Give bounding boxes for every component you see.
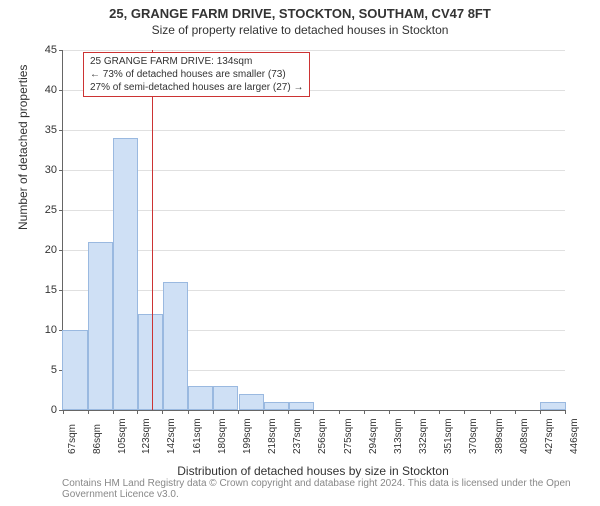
ytick-label: 10 — [27, 325, 57, 336]
xtick-label: 180sqm — [217, 418, 228, 454]
xtick-mark — [63, 410, 64, 414]
ytick-label: 35 — [27, 125, 57, 136]
xtick-mark — [540, 410, 541, 414]
histogram-bar — [213, 386, 238, 410]
xtick-mark — [162, 410, 163, 414]
ytick-mark — [59, 50, 63, 51]
histogram-bar — [138, 314, 163, 410]
xtick-label: 313sqm — [393, 418, 404, 454]
histogram-bar — [239, 394, 264, 410]
xtick-label: 105sqm — [117, 418, 128, 454]
ytick-mark — [59, 210, 63, 211]
xtick-mark — [439, 410, 440, 414]
ytick-label: 5 — [27, 365, 57, 376]
histogram-bar — [62, 330, 87, 410]
xtick-mark — [213, 410, 214, 414]
ytick-mark — [59, 250, 63, 251]
histogram-bar — [540, 402, 565, 410]
ytick-label: 15 — [27, 285, 57, 296]
xtick-label: 427sqm — [544, 418, 555, 454]
gridline — [63, 250, 565, 251]
xtick-label: 218sqm — [267, 418, 278, 454]
annotation-line: ← 73% of detached houses are smaller (73… — [90, 68, 303, 81]
annotation-line: 25 GRANGE FARM DRIVE: 134sqm — [90, 55, 303, 68]
xtick-label: 275sqm — [343, 418, 354, 454]
xtick-label: 123sqm — [141, 418, 152, 454]
xtick-mark — [88, 410, 89, 414]
histogram-bar — [113, 138, 138, 410]
xtick-mark — [288, 410, 289, 414]
annotation-box: 25 GRANGE FARM DRIVE: 134sqm← 73% of det… — [83, 52, 310, 97]
xtick-label: 142sqm — [166, 418, 177, 454]
xtick-mark — [565, 410, 566, 414]
gridline — [63, 170, 565, 171]
xtick-mark — [414, 410, 415, 414]
xtick-label: 161sqm — [192, 418, 203, 454]
xtick-label: 351sqm — [443, 418, 454, 454]
xtick-mark — [137, 410, 138, 414]
xtick-mark — [389, 410, 390, 414]
ytick-label: 45 — [27, 45, 57, 56]
histogram-bar — [264, 402, 289, 410]
xtick-mark — [113, 410, 114, 414]
xtick-mark — [238, 410, 239, 414]
xtick-label: 86sqm — [92, 424, 103, 454]
ytick-mark — [59, 130, 63, 131]
xtick-label: 67sqm — [67, 424, 78, 454]
xtick-mark — [313, 410, 314, 414]
annotation-line: 27% of semi-detached houses are larger (… — [90, 81, 303, 94]
ytick-mark — [59, 170, 63, 171]
gridline — [63, 130, 565, 131]
xtick-label: 446sqm — [569, 418, 580, 454]
ytick-mark — [59, 290, 63, 291]
ytick-label: 20 — [27, 245, 57, 256]
ytick-label: 25 — [27, 205, 57, 216]
histogram-bar — [188, 386, 213, 410]
ytick-label: 0 — [27, 405, 57, 416]
chart-title-sub: Size of property relative to detached ho… — [0, 23, 600, 37]
ytick-mark — [59, 90, 63, 91]
plot-region: 05101520253035404567sqm86sqm105sqm123sqm… — [62, 50, 565, 411]
xtick-mark — [464, 410, 465, 414]
footer-attribution: Contains HM Land Registry data © Crown c… — [62, 478, 600, 500]
xtick-mark — [188, 410, 189, 414]
xtick-mark — [263, 410, 264, 414]
xtick-label: 370sqm — [468, 418, 479, 454]
reference-line — [152, 50, 153, 410]
histogram-bar — [163, 282, 188, 410]
xtick-mark — [339, 410, 340, 414]
xtick-label: 237sqm — [292, 418, 303, 454]
xtick-mark — [364, 410, 365, 414]
gridline — [63, 50, 565, 51]
xtick-label: 294sqm — [368, 418, 379, 454]
y-axis-label: Number of detached properties — [16, 65, 30, 230]
xtick-label: 332sqm — [418, 418, 429, 454]
gridline — [63, 290, 565, 291]
xtick-mark — [490, 410, 491, 414]
xtick-mark — [515, 410, 516, 414]
ytick-label: 40 — [27, 85, 57, 96]
x-axis-label: Distribution of detached houses by size … — [62, 464, 564, 478]
chart-title-main: 25, GRANGE FARM DRIVE, STOCKTON, SOUTHAM… — [0, 6, 600, 21]
histogram-bar — [88, 242, 113, 410]
chart-area: 05101520253035404567sqm86sqm105sqm123sqm… — [62, 50, 564, 410]
xtick-label: 199sqm — [242, 418, 253, 454]
gridline — [63, 210, 565, 211]
xtick-label: 256sqm — [317, 418, 328, 454]
xtick-label: 389sqm — [494, 418, 505, 454]
histogram-bar — [289, 402, 314, 410]
xtick-label: 408sqm — [519, 418, 530, 454]
ytick-label: 30 — [27, 165, 57, 176]
